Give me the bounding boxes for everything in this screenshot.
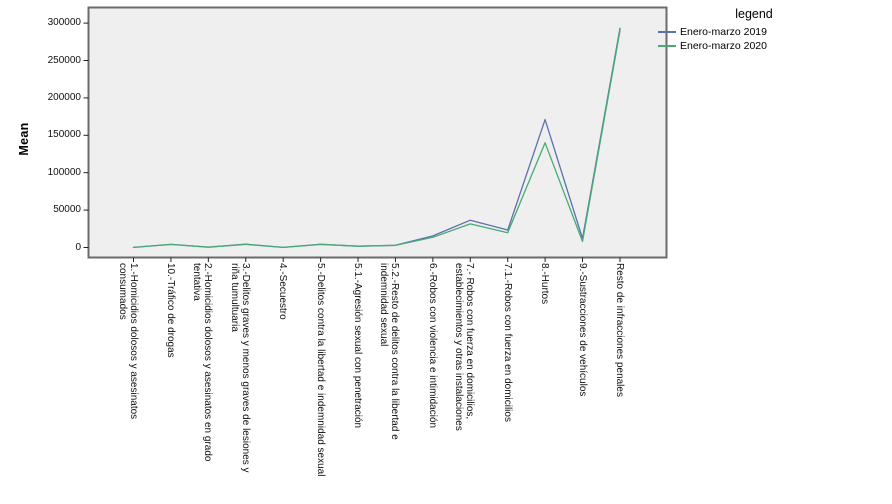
x-tick-label: 2.-Homicidios dolosos y asesinatos en gr… bbox=[191, 263, 214, 462]
legend-entry: Enero-marzo 2019 bbox=[658, 25, 858, 39]
legend: legend Enero-marzo 2019 Enero-marzo 2020 bbox=[658, 7, 858, 53]
legend-line-swatch bbox=[658, 31, 676, 33]
y-tick-label: 300000 bbox=[47, 17, 81, 29]
y-tick-label: 200000 bbox=[47, 91, 81, 103]
legend-entry: Enero-marzo 2020 bbox=[658, 39, 858, 53]
x-tick-label: 4.-Secuestro bbox=[277, 263, 289, 320]
y-tick-label: 50000 bbox=[53, 204, 81, 216]
x-tick-label: 6.-Robos con violencia e intimidación bbox=[426, 263, 438, 429]
x-tick-label: 3.-Delitos graves y menos graves de lesi… bbox=[228, 263, 251, 473]
x-tick-label: 9.-Sustracciones de vehículos bbox=[576, 263, 588, 397]
x-tick-label: 1.-Homicidios dolosos y asesinatos consu… bbox=[116, 263, 139, 420]
y-tick-label: 100000 bbox=[47, 166, 81, 178]
x-tick-label: 5.1.-Agresión sexual con penetración bbox=[352, 263, 364, 429]
x-tick-label: 7.1.-Robos con fuerza en domicilios bbox=[501, 263, 513, 422]
x-tick-label: 8.-Hurtos bbox=[539, 263, 551, 305]
legend-entry-label: Enero-marzo 2020 bbox=[680, 39, 767, 52]
y-tick-label: 0 bbox=[75, 241, 81, 253]
x-tick-label: 10.-Tráfico de drogas bbox=[164, 263, 176, 358]
x-tick-label: 5.-Delitos contra la libertad e indemnid… bbox=[314, 263, 326, 477]
x-tick-label: 5.2.-Resto de delitos contra la libertad… bbox=[378, 263, 401, 440]
legend-line-swatch bbox=[658, 45, 676, 47]
series-line-2020 bbox=[132, 29, 621, 249]
legend-entries: Enero-marzo 2019 Enero-marzo 2020 bbox=[658, 25, 858, 53]
legend-title: legend bbox=[735, 7, 773, 21]
plot-frame bbox=[87, 6, 668, 259]
x-tick-label: Resto de infracciones penales bbox=[613, 263, 625, 397]
legend-entry-label: Enero-marzo 2019 bbox=[680, 25, 767, 38]
y-tick-label: 250000 bbox=[47, 54, 81, 66]
x-tick-label: 7.- Robos con fuerza en domicilios, esta… bbox=[453, 263, 476, 431]
y-tick-label: 150000 bbox=[47, 129, 81, 141]
